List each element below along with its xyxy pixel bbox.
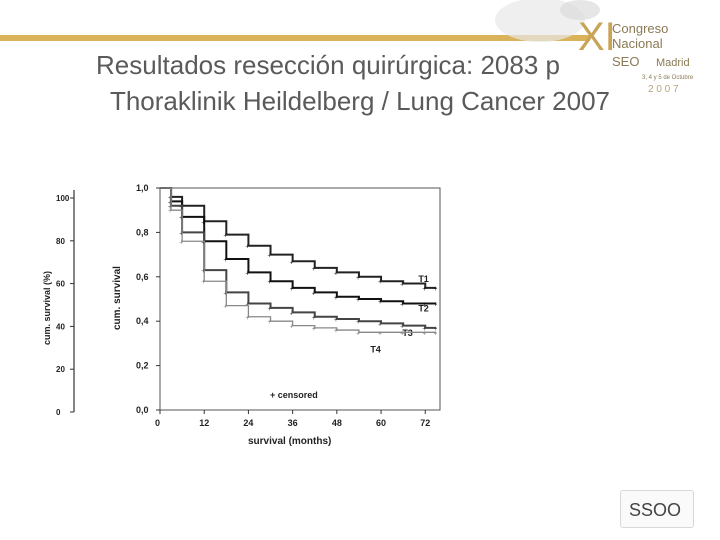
- survival-chart: cum. survival (%) 0 20 40 60 80 100 cum. surv…: [38, 180, 458, 455]
- censor-mark-t4: +: [378, 330, 382, 337]
- censor-mark-t4: +: [268, 319, 272, 326]
- censor-mark-t2: +: [422, 301, 426, 308]
- outer-y-tick-label: 80: [56, 237, 65, 246]
- censor-mark-t1: +: [433, 286, 437, 293]
- censor-mark-t4: +: [179, 239, 183, 246]
- outer-y-axis-label: cum. survival (%): [42, 271, 52, 345]
- censor-mark-t3: +: [422, 326, 426, 333]
- logo-dates: 3, 4 y 5 de Octubre: [642, 75, 694, 81]
- y-axis-label: cum. survival: [112, 266, 123, 330]
- outer-y-tick-label: 100: [56, 194, 70, 203]
- censor-mark-t4: +: [223, 304, 227, 311]
- slide-title-line2: Thoraklinik Heildelberg / Lung Cancer 20…: [109, 86, 611, 116]
- plot-frame: [159, 187, 441, 411]
- legend-censored: + censored: [270, 390, 318, 400]
- censor-mark-t1: +: [312, 266, 316, 273]
- logo-numeral: XI: [578, 15, 616, 59]
- censor-mark-t2: +: [356, 297, 360, 304]
- x-tick-label: 72: [420, 418, 430, 428]
- outer-y-tick-label: 40: [56, 322, 65, 331]
- censor-mark-t1: +: [290, 259, 294, 266]
- ssoo-logo: SSOO: [620, 490, 694, 528]
- censor-mark-t3: +: [433, 326, 437, 333]
- censor-mark-t2: +: [400, 301, 404, 308]
- censor-mark-t1: +: [422, 286, 426, 293]
- censor-mark-t1: +: [268, 253, 272, 260]
- outer-y-tick-label: 0: [56, 408, 61, 417]
- censor-mark-t4: +: [168, 208, 172, 215]
- censor-mark-t3: +: [356, 319, 360, 326]
- slide-title-line1: Resultados resección quirúrgica: 2083 p: [96, 50, 560, 80]
- outer-y-tick-label: 20: [56, 365, 65, 374]
- y-tick-label: 0,0: [136, 405, 149, 415]
- x-tick-label: 0: [155, 418, 160, 428]
- censor-mark-t2: +: [223, 257, 227, 264]
- censor-mark-t4: +: [433, 330, 437, 337]
- outer-y-tick-label: 60: [56, 280, 65, 289]
- censor-mark-t2: +: [268, 279, 272, 286]
- logo-line2: Nacional: [612, 36, 663, 51]
- y-tick-label: 0,4: [136, 316, 149, 326]
- censor-mark-t1: +: [245, 244, 249, 251]
- censor-mark-t1: +: [334, 270, 338, 277]
- censor-mark-t4: +: [356, 330, 360, 337]
- censor-mark-t2: +: [245, 270, 249, 277]
- y-tick-label: 0,2: [136, 361, 149, 371]
- censor-mark-t3: +: [168, 204, 172, 211]
- censor-mark-t4: +: [290, 324, 294, 331]
- survival-curve-t1: [160, 187, 437, 289]
- logo-line3: Madrid: [656, 57, 690, 69]
- censor-mark-t4: +: [245, 315, 249, 322]
- censor-mark-t3: +: [223, 290, 227, 297]
- censor-mark-t1: +: [223, 233, 227, 240]
- x-tick-label: 24: [243, 418, 253, 428]
- censor-mark-t2: +: [378, 299, 382, 306]
- censor-mark-t3: +: [179, 230, 183, 237]
- censor-mark-t4: +: [334, 328, 338, 335]
- x-tick-label: 12: [199, 418, 209, 428]
- y-tick-label: 1,0: [136, 183, 149, 193]
- censor-mark-t1: +: [400, 281, 404, 288]
- x-tick-label: 36: [288, 418, 298, 428]
- series-label-t2: T2: [418, 303, 429, 313]
- logo-year: 2 0 0 7: [648, 84, 679, 95]
- censor-mark-t4: +: [400, 330, 404, 337]
- censor-mark-t3: +: [268, 306, 272, 313]
- logo-org: SEO: [612, 54, 639, 69]
- censor-mark-t3: +: [400, 324, 404, 331]
- censor-mark-t3: +: [312, 315, 316, 322]
- y-tick-label: 0,8: [136, 227, 149, 237]
- y-tick-label: 0,6: [136, 272, 149, 282]
- censor-mark-t3: +: [245, 301, 249, 308]
- title-accent-rule: [0, 35, 590, 41]
- survival-curve-t3: [160, 187, 437, 329]
- censor-mark-t2: +: [290, 286, 294, 293]
- censor-mark-t3: +: [290, 310, 294, 317]
- censor-mark-t3: +: [201, 268, 205, 275]
- congress-logo: XI Congreso Nacional SEO Madrid 3, 4 y 5…: [495, 0, 694, 95]
- x-axis-label: survival (months): [248, 436, 331, 447]
- x-tick-label: 48: [332, 418, 342, 428]
- censor-mark-t4: +: [312, 326, 316, 333]
- survival-curve-t4: [160, 187, 437, 333]
- series-label-t1: T1: [418, 274, 429, 284]
- footer-logo-text: SSOO: [629, 500, 681, 520]
- censor-mark-t3: +: [378, 321, 382, 328]
- censor-mark-t4: +: [201, 279, 205, 286]
- censor-mark-t2: +: [433, 301, 437, 308]
- survival-chart-svg: cum. survival (%) 0 20 40 60 80 100 cum. surv…: [42, 183, 441, 447]
- survival-curve-t2: [160, 187, 437, 305]
- censor-mark-t1: +: [378, 279, 382, 286]
- logo-line1: Congreso: [612, 21, 668, 36]
- x-tick-label: 60: [376, 418, 386, 428]
- censor-mark-t1: +: [356, 275, 360, 282]
- censor-mark-t2: +: [312, 290, 316, 297]
- censor-mark-t4: +: [422, 330, 426, 337]
- series-label-t4: T4: [370, 344, 381, 354]
- censor-mark-t2: +: [334, 295, 338, 302]
- censor-mark-t3: +: [334, 317, 338, 324]
